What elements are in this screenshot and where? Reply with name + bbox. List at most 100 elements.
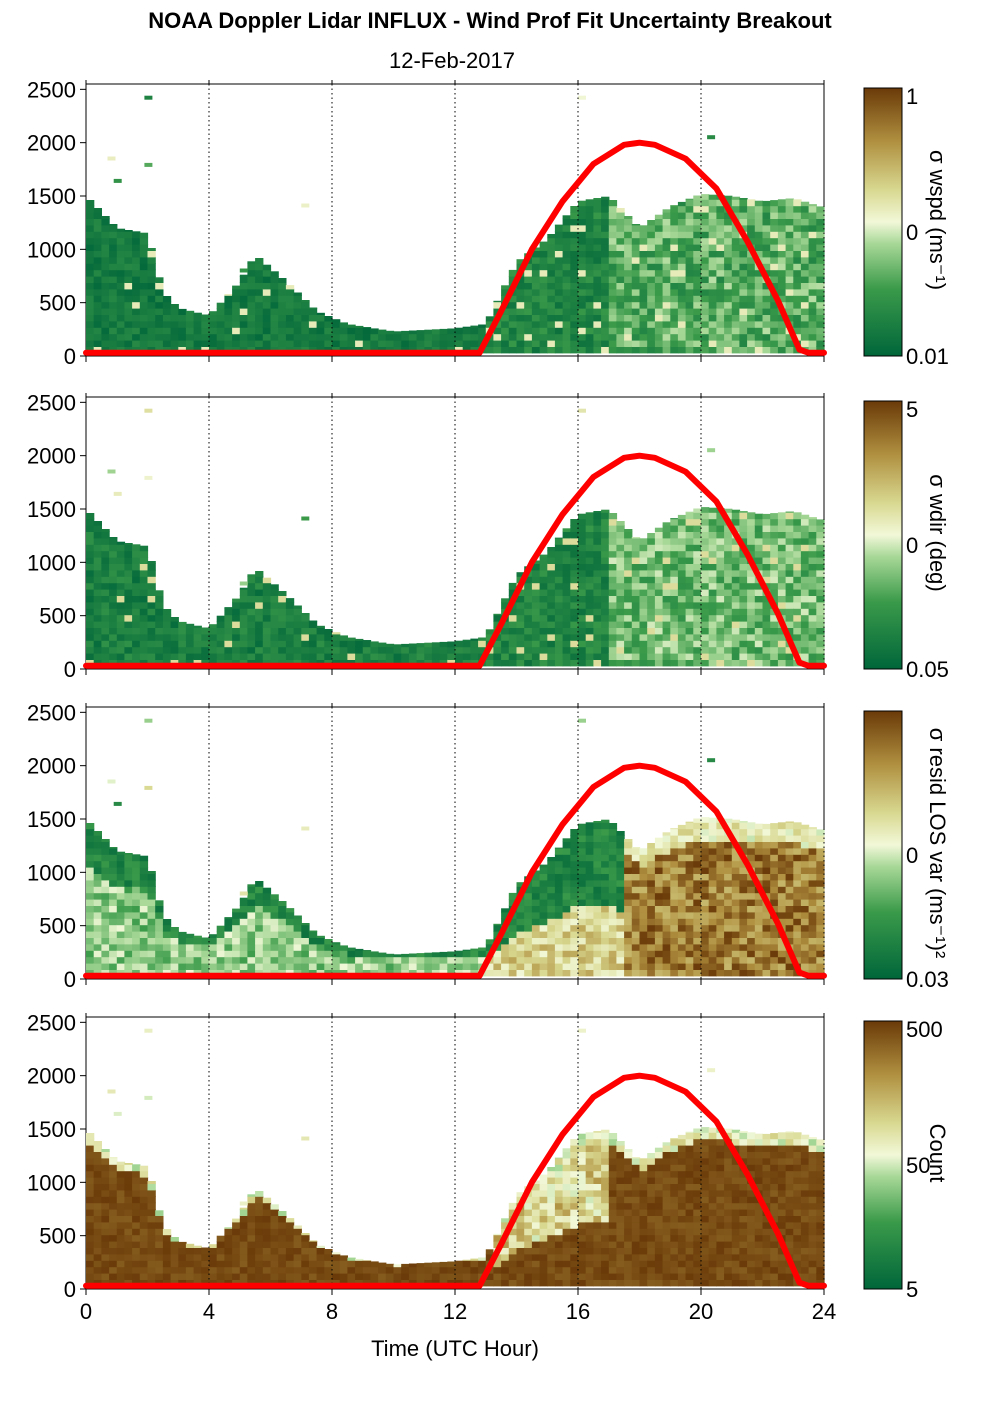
heatmap-cell <box>109 537 118 539</box>
heatmap-cell <box>524 582 533 590</box>
heatmap-cell <box>378 642 387 648</box>
heatmap-cell <box>101 1221 110 1229</box>
heatmap-cell <box>708 250 717 258</box>
heatmap-cell <box>209 640 218 648</box>
heatmap-cell <box>170 327 179 335</box>
heatmap-cell <box>624 640 633 648</box>
heatmap-cell <box>708 212 717 219</box>
heatmap-cell <box>808 550 817 558</box>
heatmap-cell <box>747 943 756 951</box>
heatmap-cell <box>109 288 118 296</box>
heatmap-cell <box>601 557 610 564</box>
heatmap-cell <box>539 937 548 945</box>
heatmap-cell <box>585 333 594 341</box>
heatmap-cell <box>601 537 610 545</box>
heatmap-cell <box>654 879 664 887</box>
heatmap-cell <box>578 295 587 303</box>
heatmap-cell <box>800 569 810 577</box>
heatmap-cell <box>493 956 502 964</box>
heatmap-cell <box>716 918 725 926</box>
heatmap-cell <box>585 557 594 564</box>
heatmap-cell <box>593 237 602 245</box>
heatmap-cell <box>685 205 694 213</box>
heatmap-cell <box>593 892 602 900</box>
heatmap-cell <box>293 327 302 335</box>
heatmap-cell <box>631 346 641 354</box>
heatmap-cell <box>139 1215 149 1223</box>
heatmap-cell <box>639 282 648 290</box>
heatmap-cell <box>747 931 756 938</box>
heatmap-cell <box>147 269 156 277</box>
heatmap-cell <box>624 282 633 290</box>
heatmap-cell <box>478 637 487 641</box>
heatmap-cell <box>101 550 110 558</box>
heatmap-cell <box>701 576 710 584</box>
heatmap-cell <box>278 327 287 335</box>
heatmap-cell <box>201 653 210 660</box>
heatmap-cell <box>124 943 133 951</box>
heatmap-cell <box>762 646 771 654</box>
heatmap-cell <box>631 601 641 609</box>
heatmap-cell <box>701 847 710 855</box>
heatmap-cell <box>693 508 702 513</box>
heatmap-cell <box>209 950 218 958</box>
heatmap-cell <box>770 256 779 264</box>
heatmap-cell <box>716 892 725 900</box>
heatmap-cell <box>624 905 633 913</box>
heatmap-cell <box>516 646 525 654</box>
heatmap-cell <box>777 873 787 881</box>
heatmap-cell <box>816 544 825 552</box>
heatmap-cell <box>255 918 264 926</box>
heatmap-cell <box>255 892 264 900</box>
heatmap-cell <box>670 608 679 616</box>
heatmap-cell <box>785 314 794 322</box>
heatmap-cell <box>670 886 679 894</box>
heatmap-cell <box>562 854 571 862</box>
heatmap-cell <box>800 308 810 315</box>
heatmap-cell <box>785 301 794 309</box>
heatmap-cell <box>86 614 95 622</box>
heatmap-cell <box>139 1241 149 1248</box>
heatmap-cell <box>570 224 579 232</box>
heatmap-cell <box>109 640 118 648</box>
heatmap-cell <box>132 269 141 277</box>
heatmap-cell <box>739 276 748 283</box>
heatmap-cell <box>255 288 264 296</box>
heatmap-cell <box>447 646 456 654</box>
heatmap-cell <box>808 333 817 341</box>
heatmap-cell <box>408 653 418 660</box>
heatmap-cell <box>793 269 802 277</box>
heatmap-cell <box>616 314 625 322</box>
heatmap-cell <box>431 333 441 341</box>
heatmap-cell <box>747 822 756 830</box>
heatmap-cell <box>508 621 518 628</box>
heatmap-cell <box>624 563 633 571</box>
heatmap-cell <box>754 525 764 532</box>
heatmap-cell <box>601 320 610 328</box>
heatmap-cell <box>631 288 641 296</box>
heatmap-cell <box>539 950 548 958</box>
heatmap-cell <box>124 918 133 926</box>
heatmap-cell <box>431 1266 441 1274</box>
heatmap-cell <box>86 937 95 945</box>
heatmap-cell <box>485 320 495 328</box>
heatmap-cell <box>578 589 587 596</box>
heatmap-cell <box>293 614 302 622</box>
heatmap-cell <box>162 308 172 315</box>
heatmap-cell <box>139 1234 149 1242</box>
heatmap-cell <box>554 633 564 641</box>
heatmap-cell <box>654 563 664 571</box>
heatmap-cell <box>701 314 710 322</box>
heatmap-cell <box>132 924 141 932</box>
heatmap-cell <box>777 231 787 239</box>
heatmap-cell <box>716 828 725 836</box>
heatmap-cell <box>816 937 825 945</box>
heatmap-cell <box>255 950 264 958</box>
heatmap-cell <box>201 627 210 635</box>
heatmap-cell <box>777 340 787 347</box>
heatmap-cell <box>132 263 141 271</box>
heatmap-cell <box>670 854 679 862</box>
heatmap-cell <box>616 847 625 855</box>
heatmap-cell <box>631 627 641 635</box>
heatmap-cell <box>132 595 141 603</box>
